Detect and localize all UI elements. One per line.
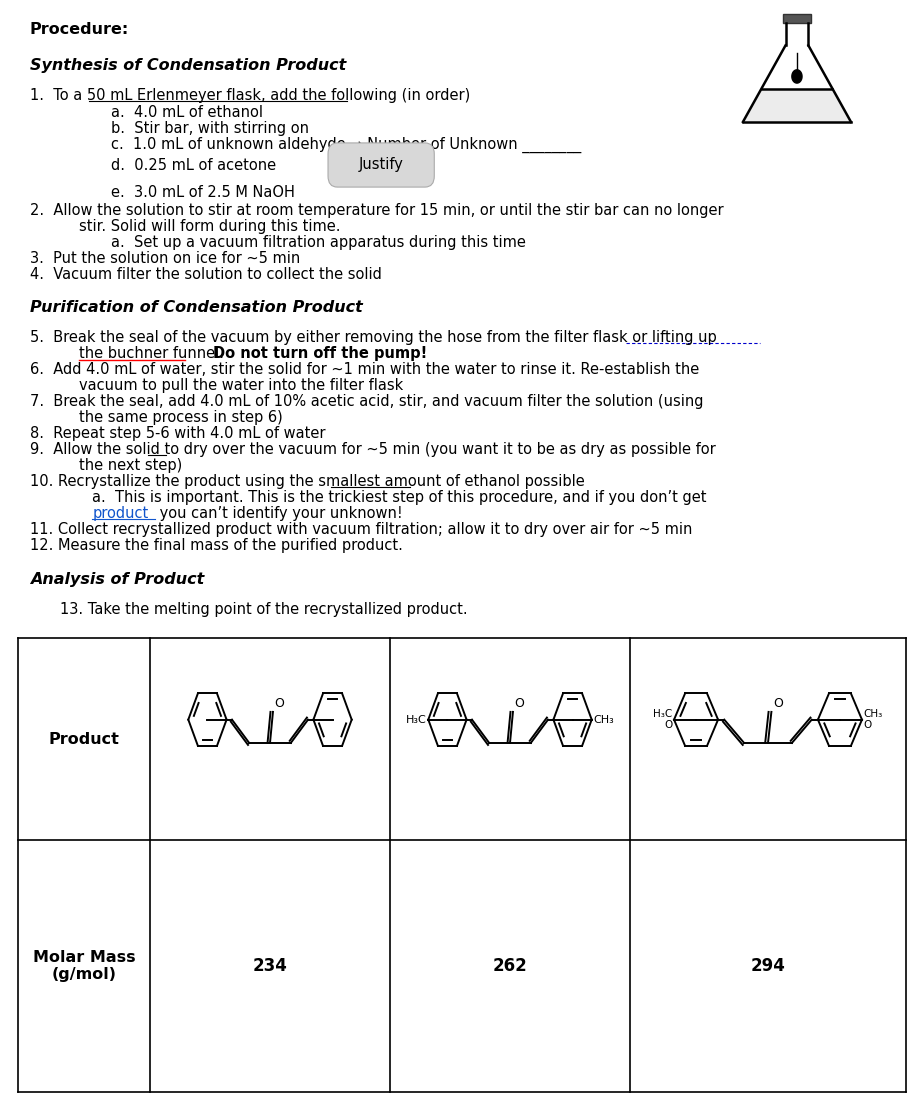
Text: 6.  Add 4.0 mL of water, stir the solid for ~1 min with the water to rinse it. R: 6. Add 4.0 mL of water, stir the solid f… — [30, 362, 699, 377]
FancyBboxPatch shape — [328, 143, 434, 187]
Text: CH₃: CH₃ — [593, 715, 614, 725]
Text: 262: 262 — [492, 957, 528, 975]
Text: 3.  Put the solution on ice for ~5 min: 3. Put the solution on ice for ~5 min — [30, 252, 299, 266]
Text: the next step): the next step) — [79, 458, 182, 473]
Text: c.  1.0 mL of unknown aldehyde → Number of Unknown ________: c. 1.0 mL of unknown aldehyde → Number o… — [111, 137, 581, 153]
Text: vacuum to pull the water into the filter flask: vacuum to pull the water into the filter… — [79, 378, 403, 393]
Text: 294: 294 — [750, 957, 785, 975]
Text: O: O — [274, 697, 284, 710]
Text: O: O — [863, 720, 871, 730]
Text: 4.  Vacuum filter the solution to collect the solid: 4. Vacuum filter the solution to collect… — [30, 267, 382, 283]
Text: O: O — [514, 697, 524, 710]
Text: Justify: Justify — [359, 157, 404, 173]
Text: a.  This is important. This is the trickiest step of this procedure, and if you : a. This is important. This is the tricki… — [92, 490, 707, 505]
Polygon shape — [762, 89, 832, 91]
Text: 2.  Allow the solution to stir at room temperature for 15 min, or until the stir: 2. Allow the solution to stir at room te… — [30, 203, 723, 218]
Text: H₃C: H₃C — [653, 709, 673, 719]
Text: Procedure:: Procedure: — [30, 22, 128, 37]
Text: 12. Measure the final mass of the purified product.: 12. Measure the final mass of the purifi… — [30, 538, 403, 553]
Text: 7.  Break the seal, add 4.0 mL of 10% acetic acid, stir, and vacuum filter the s: 7. Break the seal, add 4.0 mL of 10% ace… — [30, 394, 703, 409]
Text: product: product — [92, 506, 149, 521]
Text: Analysis of Product: Analysis of Product — [30, 572, 204, 587]
Text: a.  Set up a vacuum filtration apparatus during this time: a. Set up a vacuum filtration apparatus … — [111, 235, 526, 250]
Text: 5.  Break the seal of the vacuum by either removing the hose from the filter fla: 5. Break the seal of the vacuum by eithe… — [30, 330, 716, 345]
Text: a.  4.0 mL of ethanol: a. 4.0 mL of ethanol — [111, 105, 263, 120]
Text: 10. Recrystallize the product using the smallest amount of ethanol possible: 10. Recrystallize the product using the … — [30, 474, 584, 489]
Text: 8.  Repeat step 5-6 with 4.0 mL of water: 8. Repeat step 5-6 with 4.0 mL of water — [30, 425, 325, 441]
Text: H₃C: H₃C — [407, 715, 427, 725]
Text: Molar Mass
(g/mol): Molar Mass (g/mol) — [32, 950, 135, 982]
Text: 13. Take the melting point of the recrystallized product.: 13. Take the melting point of the recrys… — [60, 602, 468, 617]
Text: Synthesis of Condensation Product: Synthesis of Condensation Product — [30, 58, 346, 73]
Text: 234: 234 — [252, 957, 287, 975]
Polygon shape — [743, 89, 851, 122]
Text: e.  3.0 mL of 2.5 M NaOH: e. 3.0 mL of 2.5 M NaOH — [111, 185, 295, 201]
Text: O: O — [772, 697, 783, 710]
Text: Purification of Condensation Product: Purification of Condensation Product — [30, 300, 362, 315]
Text: CH₃: CH₃ — [863, 709, 882, 719]
Text: b.  Stir bar, with stirring on: b. Stir bar, with stirring on — [111, 121, 309, 136]
Text: the same process in step 6): the same process in step 6) — [79, 410, 283, 425]
Text: 11. Collect recrystallized product with vacuum filtration; allow it to dry over : 11. Collect recrystallized product with … — [30, 522, 692, 537]
Text: O: O — [664, 720, 673, 730]
Text: you can’t identify your unknown!: you can’t identify your unknown! — [155, 506, 403, 521]
Polygon shape — [783, 13, 811, 23]
Text: 9.  Allow the solid to dry over the vacuum for ~5 min (you want it to be as dry : 9. Allow the solid to dry over the vacuu… — [30, 442, 715, 456]
Text: Do not turn off the pump!: Do not turn off the pump! — [213, 346, 427, 361]
Text: stir. Solid will form during this time.: stir. Solid will form during this time. — [79, 219, 340, 234]
Text: d.  0.25 mL of acetone: d. 0.25 mL of acetone — [111, 158, 276, 173]
Text: 1.  To a 50 mL Erlenmeyer flask, add the following (in order): 1. To a 50 mL Erlenmeyer flask, add the … — [30, 88, 469, 103]
Text: the buchner funnel.: the buchner funnel. — [79, 346, 228, 361]
Text: Product: Product — [49, 731, 119, 747]
Polygon shape — [792, 70, 802, 83]
